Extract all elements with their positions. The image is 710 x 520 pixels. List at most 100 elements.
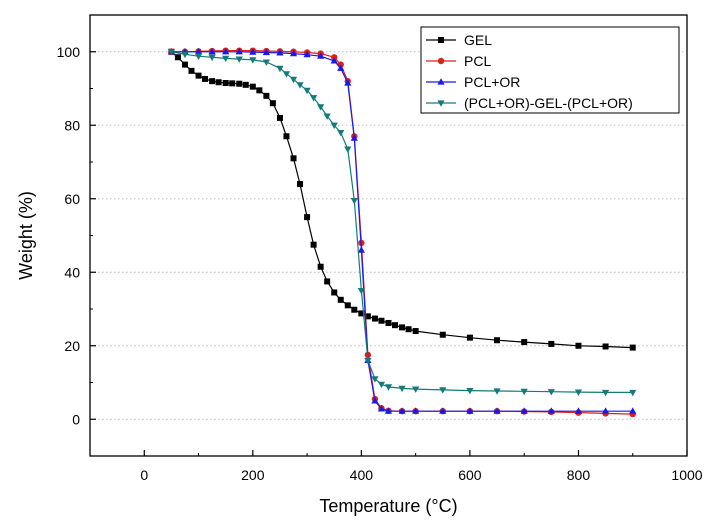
- series-2: [167, 47, 637, 414]
- data-point: [357, 288, 365, 295]
- y-tick-label: 80: [64, 117, 80, 133]
- data-point: [282, 71, 291, 78]
- data-point: [194, 53, 203, 60]
- y-axis-title: Weight (%): [16, 191, 36, 280]
- data-point: [317, 52, 325, 59]
- data-point: [317, 263, 324, 270]
- y-tick-label: 100: [57, 44, 81, 60]
- data-point: [371, 376, 379, 383]
- data-point: [249, 48, 257, 55]
- data-point: [194, 47, 203, 55]
- data-point: [351, 306, 358, 313]
- data-point: [371, 397, 379, 404]
- legend-marker: [437, 57, 445, 65]
- data-point: [303, 87, 311, 95]
- data-point: [249, 83, 256, 90]
- data-point: [181, 51, 189, 59]
- data-point: [290, 155, 297, 162]
- data-point: [344, 146, 352, 153]
- data-point: [276, 114, 283, 121]
- data-point: [310, 95, 318, 102]
- data-point: [466, 387, 474, 395]
- data-point: [405, 326, 412, 333]
- data-point: [269, 100, 276, 107]
- data-point: [520, 388, 528, 396]
- data-point: [174, 54, 181, 61]
- data-point: [167, 49, 176, 56]
- data-point: [202, 75, 209, 82]
- data-point: [494, 337, 501, 344]
- data-point: [249, 57, 257, 64]
- data-point: [289, 76, 298, 84]
- data-point: [384, 407, 393, 414]
- data-point: [350, 197, 358, 205]
- x-tick-label: 600: [458, 467, 482, 483]
- legend-marker: [437, 100, 445, 107]
- data-point: [317, 104, 325, 111]
- legend-label: GEL: [464, 32, 492, 48]
- legend-entry-pcl: PCL: [426, 53, 491, 69]
- data-point: [439, 387, 447, 394]
- legend-swatch: [426, 37, 456, 43]
- data-point: [235, 47, 243, 55]
- data-point: [629, 407, 637, 414]
- series-group: [167, 47, 637, 418]
- data-point: [330, 122, 338, 130]
- data-point: [304, 214, 311, 221]
- data-point: [439, 331, 446, 338]
- data-point: [289, 49, 298, 57]
- y-tick-label: 0: [72, 411, 80, 427]
- series-0: [168, 48, 636, 351]
- data-point: [364, 313, 371, 320]
- y-tick-label: 20: [64, 338, 80, 354]
- data-point: [357, 246, 365, 253]
- data-point: [276, 65, 284, 73]
- data-point: [601, 389, 610, 397]
- data-point: [242, 81, 249, 88]
- data-point: [547, 389, 555, 396]
- data-point: [344, 79, 352, 86]
- legend-marker: [437, 78, 445, 85]
- data-point: [330, 57, 338, 64]
- data-point: [548, 340, 555, 347]
- data-point: [310, 241, 317, 248]
- data-point: [378, 317, 385, 324]
- data-point: [222, 79, 229, 86]
- data-point: [229, 80, 236, 87]
- data-point: [262, 59, 270, 66]
- x-axis-title: Temperature (°C): [319, 496, 457, 516]
- y-tick-label: 40: [64, 264, 80, 280]
- data-point: [195, 72, 202, 79]
- data-point: [399, 324, 406, 331]
- data-point: [303, 50, 311, 58]
- data-point: [209, 78, 216, 85]
- data-point: [296, 82, 304, 89]
- data-point: [297, 181, 304, 188]
- data-point: [364, 357, 372, 365]
- data-point: [350, 134, 358, 141]
- data-point: [262, 48, 270, 56]
- legend-entry-pcl-or: PCL+OR: [426, 74, 520, 90]
- data-point: [256, 87, 263, 94]
- data-point: [283, 133, 290, 140]
- y-tick-label: 60: [64, 191, 80, 207]
- legend-label: PCL+OR: [464, 74, 520, 90]
- data-point: [547, 407, 555, 414]
- data-point: [412, 407, 420, 414]
- data-point: [276, 49, 284, 56]
- data-point: [337, 130, 345, 137]
- data-point: [377, 381, 386, 389]
- data-point: [377, 405, 386, 412]
- data-point: [208, 54, 216, 62]
- data-point: [236, 80, 243, 87]
- x-tick-label: 200: [241, 467, 265, 483]
- legend-label: (PCL+OR)-GEL-(PCL+OR): [464, 95, 633, 111]
- data-point: [208, 47, 216, 55]
- data-point: [384, 384, 393, 391]
- data-point: [575, 342, 582, 349]
- axis-ticks: 0 200 400 600 800 1000 0 20 40 60 80 100: [57, 14, 703, 483]
- legend-box: [420, 26, 680, 114]
- legend-entry-composite: (PCL+OR)-GEL-(PCL+OR): [426, 95, 633, 111]
- data-point: [466, 334, 473, 341]
